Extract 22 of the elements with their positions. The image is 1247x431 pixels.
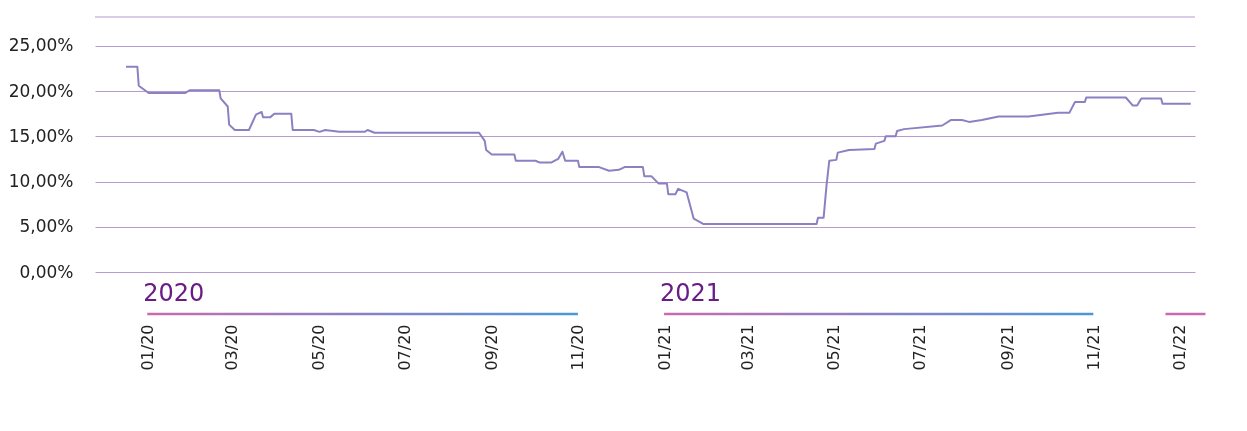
- x-tick-label: 09/20: [482, 324, 502, 371]
- x-tick-label: 11/21: [1083, 324, 1103, 371]
- x-tick-label: 01/20: [137, 324, 157, 371]
- x-tick-label: 03/21: [737, 324, 757, 371]
- x-tick-label: 01/21: [654, 324, 674, 371]
- line-series: [125, 65, 1192, 226]
- y-tick-label: 20,00%: [8, 80, 74, 101]
- y-tick-label: 5,00%: [19, 216, 74, 237]
- y-tick-label: 25,00%: [8, 35, 74, 56]
- y-tick-label: 0,00%: [19, 261, 74, 282]
- x-tick-label: 01/22: [1169, 324, 1189, 371]
- text: 2020: [143, 279, 205, 307]
- x-tick-label: 05/20: [308, 324, 328, 371]
- x-tick-label: 07/21: [910, 324, 930, 371]
- x-tick-label: 05/21: [824, 324, 844, 371]
- text: 2021: [660, 279, 722, 307]
- x-tick-label: 07/20: [394, 324, 414, 371]
- y-tick-label: 15,00%: [8, 125, 74, 146]
- x-tick-label: 03/20: [222, 324, 242, 371]
- y-tick-label: 10,00%: [8, 171, 74, 192]
- x-tick-label: 09/21: [997, 324, 1017, 371]
- x-tick-label: 11/20: [568, 324, 588, 371]
